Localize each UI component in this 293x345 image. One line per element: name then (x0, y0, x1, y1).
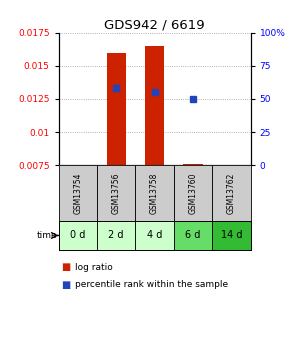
Text: log ratio: log ratio (75, 263, 113, 272)
Text: GSM13762: GSM13762 (227, 172, 236, 214)
Text: 0 d: 0 d (70, 230, 86, 240)
Bar (59, 221, 97, 250)
Bar (212, 165, 251, 221)
Text: GSM13758: GSM13758 (150, 172, 159, 214)
Text: 4 d: 4 d (147, 230, 162, 240)
Text: 6 d: 6 d (185, 230, 201, 240)
Bar (107, 53, 126, 165)
Text: GSM13756: GSM13756 (112, 172, 121, 214)
Bar (97, 165, 135, 221)
Bar (212, 221, 251, 250)
Text: ■: ■ (62, 280, 71, 289)
Bar (135, 221, 174, 250)
Text: 2 d: 2 d (108, 230, 124, 240)
Bar (135, 165, 174, 221)
Bar (174, 165, 212, 221)
Text: percentile rank within the sample: percentile rank within the sample (75, 280, 228, 289)
Bar (174, 221, 212, 250)
Bar (59, 165, 97, 221)
Bar (183, 164, 202, 165)
Text: GSM13760: GSM13760 (188, 172, 197, 214)
Title: GDS942 / 6619: GDS942 / 6619 (104, 19, 205, 32)
Bar (97, 221, 135, 250)
Text: GSM13754: GSM13754 (73, 172, 82, 214)
Text: ■: ■ (62, 263, 71, 272)
Text: 14 d: 14 d (221, 230, 242, 240)
Text: time: time (37, 231, 58, 240)
Bar (145, 46, 164, 165)
